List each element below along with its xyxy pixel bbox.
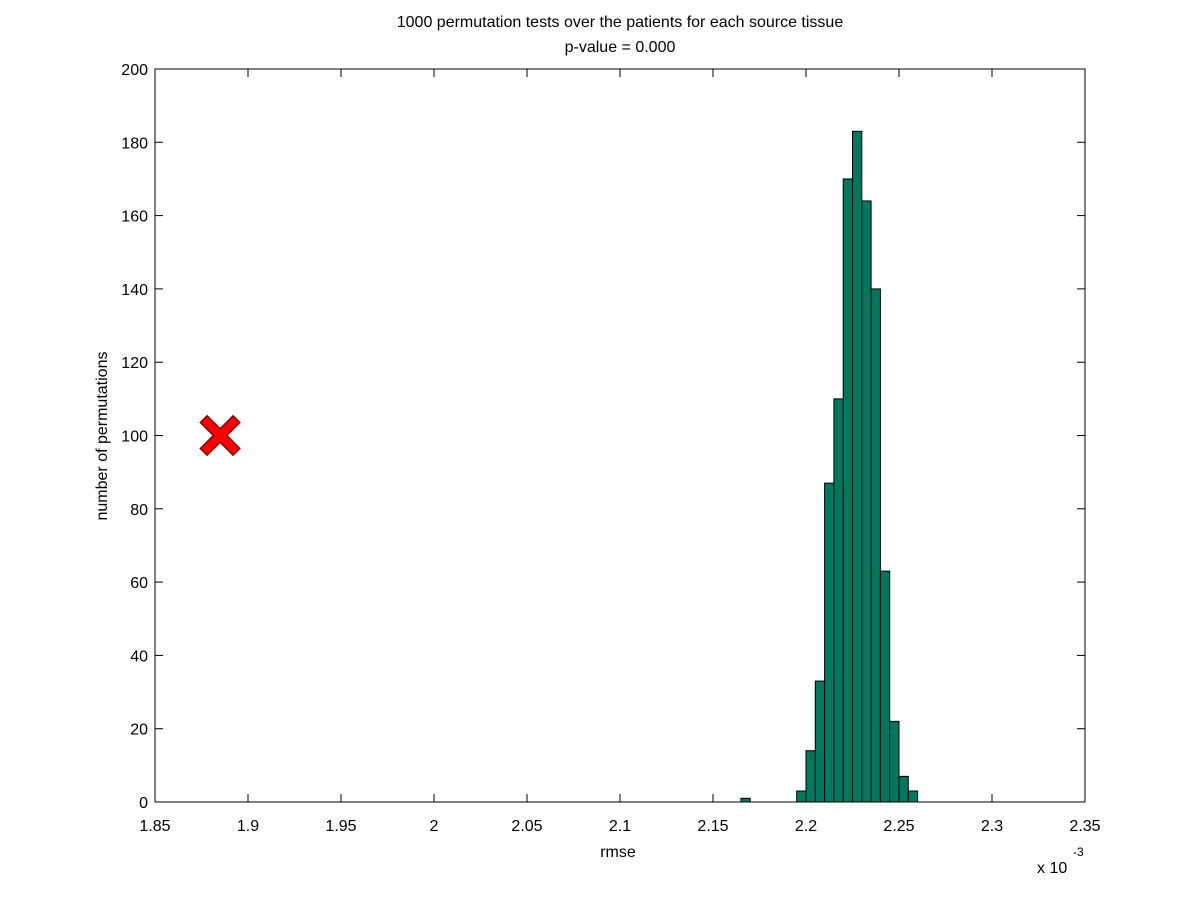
x-tick-label: 2 <box>430 818 439 835</box>
y-tick-label: 0 <box>139 795 148 812</box>
observed-marker-x <box>201 416 239 455</box>
histogram-bar-9 <box>870 288 881 803</box>
histogram-bar-0 <box>740 797 751 803</box>
histogram-bar-12 <box>898 775 909 803</box>
y-axis-label: number of permutations <box>94 352 111 521</box>
x-axis-exponent-base: x 10 <box>1037 860 1067 877</box>
y-tick-label: 100 <box>121 429 148 446</box>
x-tick-label: 2.1 <box>609 818 631 835</box>
histogram-bar-1 <box>796 790 807 803</box>
x-tick-label: 2.05 <box>511 818 542 835</box>
histogram-bar-8 <box>861 200 872 803</box>
x-tick-label: 1.95 <box>325 818 356 835</box>
y-tick-label: 160 <box>121 209 148 226</box>
y-tick-label: 120 <box>121 355 148 372</box>
y-tick-label: 180 <box>121 135 148 152</box>
y-tick-label: 60 <box>130 575 148 592</box>
x-tick-label: 2.25 <box>883 818 914 835</box>
histogram-bar-7 <box>852 130 863 803</box>
histogram-bar-2 <box>805 750 816 803</box>
y-axis-ticks: 0 20 40 60 80 100 120 140 160 180 200 <box>121 62 1085 812</box>
y-tick-label: 200 <box>121 62 148 79</box>
x-tick-label: 1.9 <box>237 818 259 835</box>
x-axis-exponent-power: -3 <box>1073 845 1084 859</box>
y-tick-label: 80 <box>130 502 148 519</box>
x-tick-label: 2.3 <box>981 818 1003 835</box>
x-tick-label: 2.15 <box>697 818 728 835</box>
histogram-bar-13 <box>907 790 919 803</box>
x-axis-label: rmse <box>600 844 636 861</box>
x-tick-label: 2.2 <box>795 818 817 835</box>
histogram-bar-11 <box>889 720 900 803</box>
observed-marker <box>199 414 241 457</box>
histogram-bars <box>740 130 919 803</box>
y-tick-label: 20 <box>130 722 148 739</box>
chart-subtitle: p-value = 0.000 <box>565 39 676 56</box>
histogram-bar-6 <box>842 178 854 803</box>
y-tick-label: 40 <box>130 648 148 665</box>
x-tick-label: 1.85 <box>139 818 170 835</box>
x-axis-ticks: 1.85 1.9 1.95 2 2.05 2.1 2.15 2.2 2.25 2.3 2.35 <box>139 69 1101 835</box>
y-tick-label: 140 <box>121 282 148 299</box>
histogram-bar-5 <box>833 398 844 803</box>
x-tick-label: 2.35 <box>1069 818 1100 835</box>
histogram-bar-4 <box>824 482 835 803</box>
chart-title: 1000 permutation tests over the patients… <box>397 14 844 31</box>
histogram-bar-3 <box>814 680 826 803</box>
histogram-bar-10 <box>879 570 891 803</box>
